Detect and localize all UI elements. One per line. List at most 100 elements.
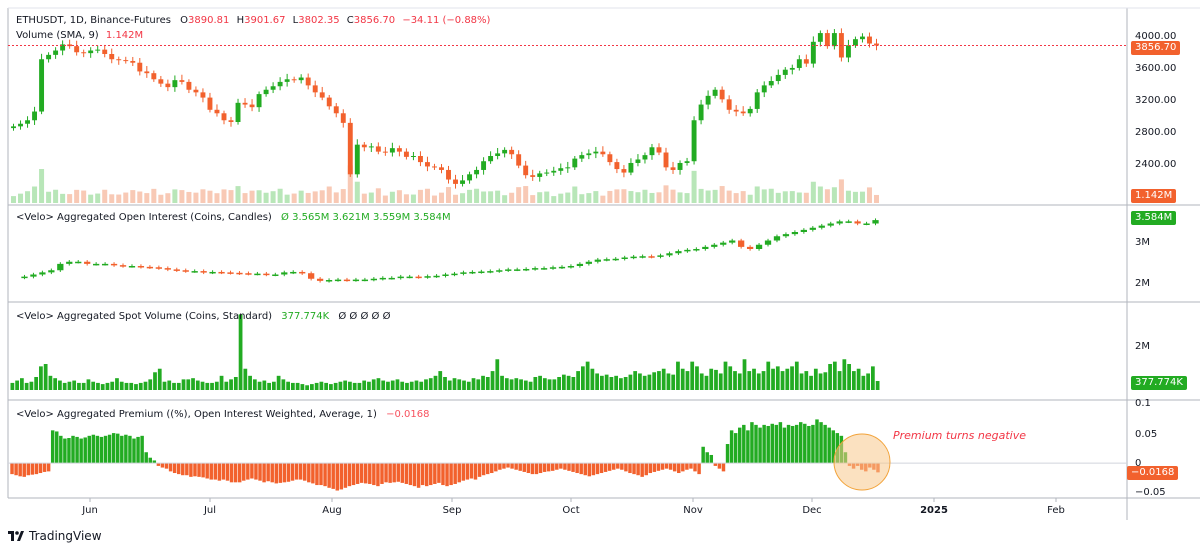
price-candle-body [642,155,648,160]
price-candle-body [817,33,823,42]
premium-bar [355,463,360,484]
premium-bar [485,463,490,475]
oi-candle-body [666,253,673,256]
volume-bar [438,192,444,203]
price-candle-body [768,81,774,86]
volume-bar [109,194,115,203]
premium-bar [372,463,376,486]
spot-volume-bar [252,379,257,390]
spot-volume-bar [580,366,585,390]
price-candle-body [523,165,529,176]
oi-candle-body [711,244,718,247]
premium-bar [823,424,827,464]
price-candle-body [326,97,332,107]
premium-bar [778,422,783,464]
premium-bar [729,430,734,464]
spot-volume-bar [124,382,129,390]
spot-volume-bar [576,371,580,390]
oi-candle-body [30,274,37,277]
premium-bar [294,463,299,480]
oi-candle-body [845,221,852,223]
oi-candle-body [693,249,700,251]
volume-bar [551,196,557,203]
premium-bar [250,463,254,479]
spot-volume-bar [115,378,119,390]
price-candle-body [284,79,290,82]
premium-bar [750,422,754,464]
premium-bar [229,463,234,483]
spot-volume-bar [324,382,329,390]
premium-bar [258,463,262,481]
oi-candle-body [370,278,377,281]
spot-volume-bar [481,375,485,390]
premium-tick-0: 0 [1135,458,1142,469]
oi-candle-body [101,263,109,266]
premium-bar [217,463,222,481]
spot-volume-bar [181,379,186,390]
premium-tick-0-1: 0.1 [1135,398,1151,409]
spot-volume-bar [723,361,728,390]
spot-volume-bar [129,382,134,390]
premium-bar [156,463,161,466]
spot-volume-bar [552,379,557,390]
oi-candle-body [433,275,440,278]
volume-bar [347,165,353,203]
spot-volume-bar [167,380,172,390]
premium-bar [107,434,112,464]
spot-volume-bar [785,368,790,390]
volume-bar [200,189,206,203]
price-candle-body [123,60,129,62]
volume-bar [172,189,178,203]
premium-bar [640,463,644,477]
volume-bar [431,195,437,203]
volume-bar [319,190,325,203]
premium-bar [774,424,779,464]
premium-bar [270,463,274,483]
spot-volume-bar [428,378,433,390]
volume-bar [670,189,676,203]
volume-bar [298,190,304,203]
premium-highlight-circle [833,433,891,491]
spot-volume-bar [809,375,813,390]
premium-bar [546,463,551,472]
oi-candle-body [863,223,870,225]
spot-volume-bar [628,374,633,390]
oi-candle-body [182,270,189,272]
premium-bar [384,463,388,483]
volume-bar [698,188,704,203]
price-candle-body [186,81,192,90]
tradingview-logo-icon [8,531,24,541]
spot-volume-bar [443,377,447,390]
spot-volume-bar [58,380,62,390]
low-value: 3802.35 [298,15,340,26]
oi-candle-body [281,272,288,275]
premium-bar [717,463,722,469]
premium-bar [347,463,352,487]
price-candle-body [270,86,276,90]
oi-candle-body [236,272,243,275]
spot-volume-bar [100,384,105,390]
spot-volume-bar [647,374,652,390]
spot-volume-bar [462,380,466,390]
volume-bar [558,193,564,203]
spot-volume-bar [224,381,229,390]
premium-bar [754,424,758,464]
volume-bar [796,192,802,203]
premium-bar [404,463,409,484]
price-candle-body [544,172,550,174]
premium-bar [193,463,197,477]
oi-candle-body [782,234,790,237]
price-candle-body [53,50,59,55]
spot-volume-bar [29,381,34,390]
premium-bar [282,463,287,483]
spot-volume-bar [395,379,400,390]
price-candle-body [207,97,213,110]
price-candle-body [628,162,634,173]
premium-bar [55,431,59,464]
volume-legend: Volume (SMA, 9) 1.142M [16,29,143,42]
spot-volume-bar [566,375,571,390]
volume-bar [530,195,536,203]
premium-bar [441,463,445,486]
price-candle-body [116,59,122,61]
